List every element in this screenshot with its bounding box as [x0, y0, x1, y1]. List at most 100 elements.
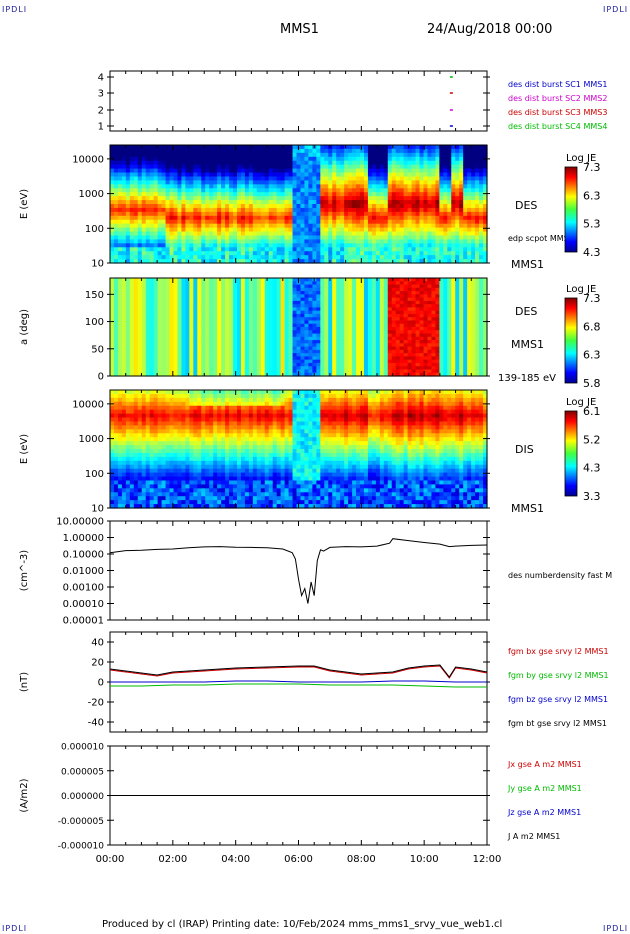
spectrogram-cell — [483, 231, 488, 237]
spectrogram-cell — [387, 145, 393, 150]
spectrogram-cell — [133, 223, 139, 229]
spectrogram-cell — [463, 184, 468, 189]
spectrogram-cell — [371, 188, 377, 193]
spectrogram-cell — [229, 251, 234, 256]
spectrogram-cell — [419, 227, 425, 233]
spectrogram-cell — [260, 196, 266, 201]
spectrogram-cell — [264, 353, 270, 357]
spectrogram-cell — [248, 366, 254, 371]
spectrogram-cell — [205, 330, 210, 335]
spectrogram-cell — [177, 152, 183, 158]
spectrogram-cell — [201, 164, 206, 170]
spectrogram-cell — [387, 164, 393, 170]
spectrogram-cell — [340, 310, 345, 315]
spectrogram-cell — [236, 317, 242, 322]
spectrogram-cell — [252, 323, 258, 328]
spectrogram-cell — [356, 300, 361, 305]
spectrogram-cell — [264, 327, 270, 331]
spectrogram-cell — [181, 239, 186, 244]
spectrogram-cell — [379, 223, 385, 229]
spectrogram-cell — [173, 346, 179, 351]
spectrogram-cell — [217, 239, 222, 244]
spectrogram-cell — [475, 211, 480, 217]
spectrogram-cell — [252, 204, 258, 209]
spectrogram-cell — [236, 369, 242, 374]
spectrogram-cell — [113, 294, 119, 299]
spectrogram-cell — [252, 291, 258, 295]
spectrogram-cell — [336, 340, 341, 344]
spectrogram-cell — [201, 180, 206, 185]
spectrogram-cell — [129, 281, 135, 286]
spectrogram-cell — [137, 227, 143, 233]
spectrogram-cell — [197, 180, 202, 185]
spectrogram-cell — [328, 207, 333, 213]
spectrogram-cell — [340, 156, 345, 162]
spectrogram-cell — [411, 164, 417, 170]
spectrogram-cell — [324, 239, 329, 244]
spectrogram-cell — [217, 330, 222, 335]
spectrogram-cell — [236, 372, 242, 377]
spectrogram-cell — [161, 168, 167, 174]
spectrogram-cell — [300, 287, 306, 292]
spectrogram-cell — [363, 310, 369, 315]
spectrogram-cell — [133, 294, 139, 299]
spectrogram-cell — [117, 259, 123, 264]
spectrogram-cell — [125, 184, 131, 189]
spectrogram-cell — [467, 188, 472, 193]
spectrogram-cell — [312, 336, 317, 341]
spectrogram-cell — [240, 219, 246, 225]
spectrogram-cell — [165, 148, 171, 154]
spectrogram-cell — [153, 336, 159, 341]
spectrogram-cell — [177, 211, 183, 217]
spectrogram-cell — [125, 204, 131, 209]
spectrogram-cell — [304, 255, 310, 260]
spectrogram-cell — [332, 287, 337, 292]
spectrogram-cell — [356, 359, 361, 364]
spectrogram-cell — [316, 164, 321, 170]
spectrogram-cell — [308, 307, 313, 312]
spectrogram-cell — [272, 192, 278, 197]
spectrogram-cell — [165, 204, 171, 209]
spectrogram-cell — [125, 148, 131, 154]
spectrogram-cell — [229, 307, 234, 312]
spectrogram-cell — [292, 366, 298, 371]
spectrogram-cell — [248, 207, 254, 213]
y-tick-label-des-energy: 1000 — [79, 189, 104, 200]
spectrogram-cell — [340, 304, 345, 308]
spectrogram-cell — [336, 219, 341, 225]
spectrogram-cell — [193, 168, 198, 174]
spectrogram-cell — [292, 168, 298, 174]
spectrogram-cell — [367, 366, 373, 371]
spectrogram-cell — [296, 172, 302, 178]
spectrogram-cell — [316, 239, 321, 244]
spectrogram-cell — [320, 207, 325, 213]
spectrogram-cell — [336, 346, 341, 351]
spectrogram-cell — [407, 215, 413, 221]
spectrogram-cell — [431, 156, 437, 162]
spectrogram-cell — [153, 200, 159, 205]
spectrogram-cell — [221, 372, 226, 377]
spectrogram-cell — [419, 231, 425, 237]
spectrogram-cell — [113, 297, 119, 302]
spectrogram-cell — [340, 196, 345, 201]
spectrogram-cell — [320, 362, 325, 367]
spectrogram-cell — [451, 188, 456, 193]
spectrogram-cell — [137, 168, 143, 174]
spectrogram-cell — [181, 148, 186, 154]
spectrogram-cell — [304, 156, 310, 162]
spectrogram-cell — [352, 304, 357, 308]
spectrogram-cell — [348, 281, 353, 286]
spectrogram-cell — [221, 307, 226, 312]
spectrogram-cell — [280, 231, 286, 237]
spectrogram-cell — [383, 145, 389, 150]
spectrogram-cell — [272, 168, 278, 174]
spectrogram-cell — [153, 196, 159, 201]
spectrogram-cell — [256, 188, 262, 193]
spectrogram-cell — [284, 362, 290, 367]
spectrogram-cell — [423, 152, 429, 158]
spectrogram-cell — [173, 307, 179, 312]
spectrogram-cell — [125, 235, 131, 240]
spectrogram-cell — [133, 284, 139, 289]
spectrogram-cell — [467, 180, 472, 185]
spectrogram-cell — [161, 297, 167, 302]
